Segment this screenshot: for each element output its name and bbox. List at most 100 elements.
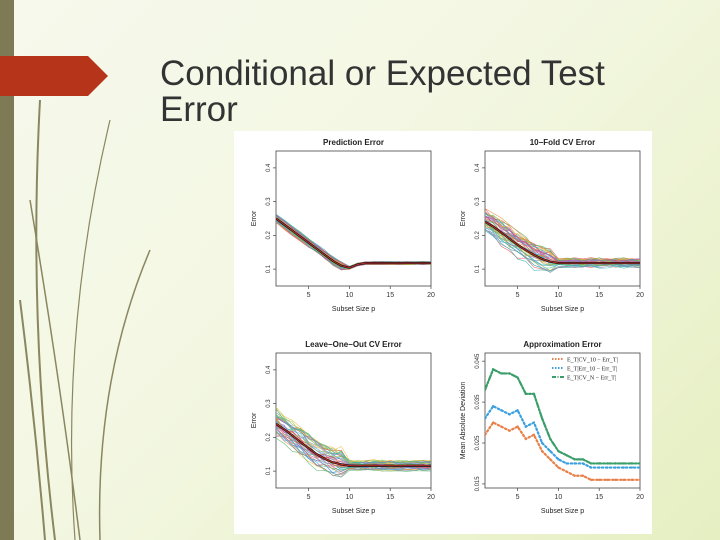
replicate-curve [276, 218, 431, 269]
series-line-2 [485, 404, 640, 469]
series-point [614, 462, 617, 465]
y-tick-label: 0.1 [266, 466, 272, 475]
replicate-curve [276, 219, 431, 269]
series-point [614, 466, 617, 469]
x-axis-label: Subset Size p [541, 306, 584, 313]
legend-entry: E_T|Err_10 − Err_T| [567, 367, 617, 373]
replicate-curve [276, 416, 431, 464]
replicate-curve [276, 431, 431, 475]
series-point [638, 466, 640, 469]
y-tick-label: 0.4 [266, 365, 272, 374]
series-point [491, 421, 495, 424]
plot-frame [484, 352, 641, 489]
mean-error-curve-highlight [276, 218, 431, 269]
replicate-curve [276, 215, 431, 268]
replicate-curve [276, 215, 431, 267]
replicate-curve [276, 215, 431, 268]
series-point [491, 368, 495, 371]
x-axis-label: Subset Size p [332, 306, 375, 313]
plot-frame [484, 150, 641, 287]
series-point [549, 449, 552, 453]
replicate-curve [276, 215, 431, 268]
series-point [532, 421, 536, 424]
series-point [524, 437, 527, 441]
replicate-curve [485, 220, 640, 264]
y-tick-label: 0.1 [266, 264, 272, 273]
y-tick-label: 0.4 [475, 163, 481, 172]
series-point [540, 441, 544, 445]
replicate-curve [485, 216, 640, 264]
y-tick-label: 0.3 [266, 399, 272, 408]
series-point [557, 449, 560, 453]
series-point [606, 478, 609, 482]
series-point [565, 470, 568, 473]
plot-area [276, 213, 431, 271]
series-point [614, 478, 617, 482]
slide-title: Conditional or Expected Test Error [160, 54, 605, 129]
chart-panel-3: Leave−One−Out CV Error 5 10 15 20 0.1 0.2 0.3 0.… [251, 340, 435, 515]
chart-panel-2: 10−Fold CV Error 5 10 15 20 0.1 0.2 0.3 0.4 Subse… [460, 138, 644, 313]
replicate-curve [485, 215, 640, 264]
y-tick-label: 0.2 [266, 231, 272, 240]
series-point [549, 437, 552, 441]
chart-grid: Prediction Error 5 10 15 20 0.1 0.2 0.3 0.4 Subse… [251, 138, 644, 515]
y-tick-label: 0.025 [475, 435, 481, 451]
x-tick-label: 5 [307, 292, 311, 299]
x-tick-label: 20 [636, 292, 644, 299]
x-axis-label: Subset Size p [541, 508, 584, 515]
chart-title: Approximation Error [523, 340, 601, 349]
series-point [532, 433, 536, 437]
y-tick-label: 0.1 [475, 264, 481, 273]
replicate-curve [485, 208, 640, 261]
x-tick-label: 20 [427, 494, 435, 501]
replicate-curve [485, 220, 640, 264]
series-point [516, 409, 519, 412]
series-point [622, 478, 625, 482]
legend-entry: E_T|CV_10 − Err_T| [567, 358, 618, 364]
decorative-grass-lines [19, 99, 151, 540]
series-point [573, 458, 576, 461]
series-point [589, 478, 593, 482]
chart-panel-4: Approximation Error 5 10 15 20 0.015 0.025 0.03… [460, 340, 644, 515]
replicate-curve [276, 219, 431, 269]
replicate-curve [276, 220, 431, 269]
replicate-curve [276, 215, 431, 268]
figure-panel: Prediction Error 5 10 15 20 0.1 0.2 0.3 0.4 Subse… [234, 131, 652, 534]
series-line-3 [485, 367, 640, 465]
replicate-curve [276, 215, 431, 268]
x-tick-label: 15 [386, 494, 394, 501]
series-point [598, 462, 601, 465]
plot-area [485, 367, 640, 482]
series-point [508, 372, 511, 375]
x-tick-label: 10 [346, 292, 354, 299]
replicate-curve [276, 218, 431, 269]
series-point [606, 466, 609, 469]
replicate-curve [276, 216, 431, 268]
replicate-curve [485, 227, 640, 269]
x-tick-label: 20 [427, 292, 435, 299]
replicate-curve [276, 416, 431, 464]
series-point [524, 425, 527, 428]
replicate-curve [276, 218, 431, 269]
x-tick-label: 10 [555, 292, 563, 299]
legend-entry: E_T|CV_N − Err_T| [567, 376, 616, 382]
series-point [500, 372, 503, 375]
plot-area [485, 208, 640, 273]
series-point [540, 449, 544, 453]
y-tick-label: 0.035 [475, 394, 481, 410]
x-tick-label: 10 [555, 494, 563, 501]
chart-title: 10−Fold CV Error [530, 138, 596, 147]
y-axis-label: Mean Absolute Deviation [460, 382, 467, 460]
x-tick-label: 5 [516, 494, 520, 501]
series-point [485, 433, 487, 437]
series-point [573, 474, 576, 477]
mean-error-curve [276, 217, 431, 269]
replicate-curve [485, 229, 640, 271]
series-point [508, 429, 511, 432]
series-point [581, 474, 585, 477]
series-point [485, 388, 487, 392]
replicate-curve [276, 218, 431, 269]
series-point [598, 478, 601, 482]
series-point [638, 462, 640, 465]
replicate-curve [276, 216, 431, 268]
